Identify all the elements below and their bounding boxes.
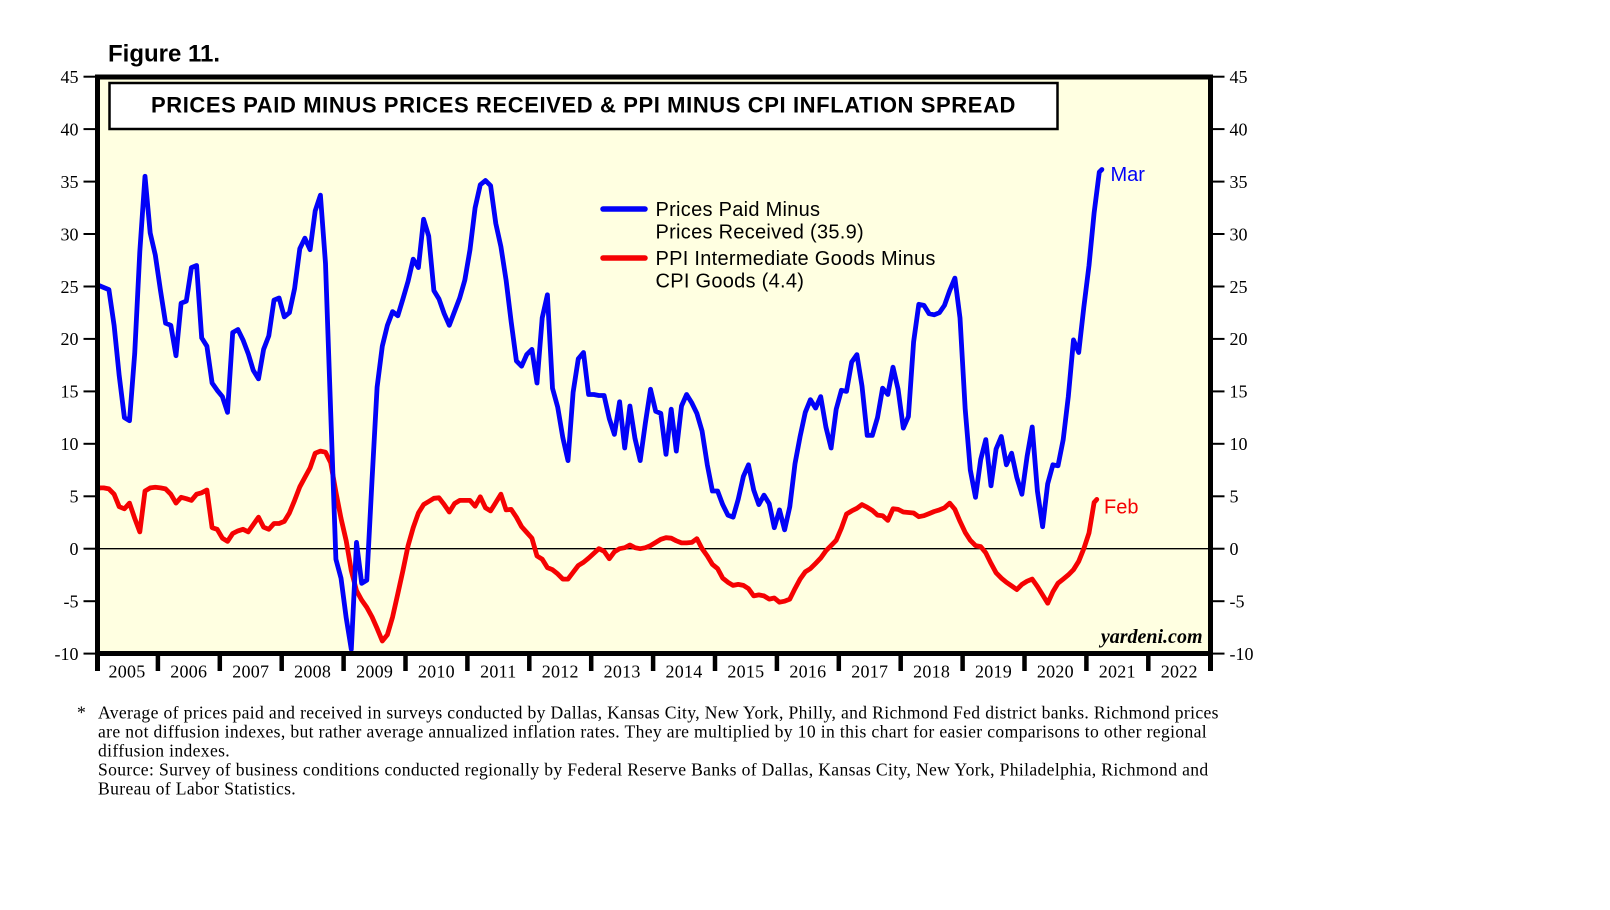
svg-text:0: 0	[1230, 539, 1239, 559]
svg-text:2015: 2015	[727, 662, 764, 682]
svg-text:PRICES PAID MINUS PRICES RECEI: PRICES PAID MINUS PRICES RECEIVED & PPI …	[151, 92, 1016, 117]
svg-text:30: 30	[61, 224, 79, 244]
svg-text:2014: 2014	[666, 662, 703, 682]
svg-text:5: 5	[1230, 487, 1239, 507]
svg-text:45: 45	[61, 67, 79, 87]
svg-text:2011: 2011	[480, 662, 516, 682]
svg-text:15: 15	[1230, 382, 1248, 402]
svg-text:25: 25	[61, 277, 79, 297]
svg-text:40: 40	[61, 119, 79, 139]
svg-text:Prices Received (35.9): Prices Received (35.9)	[656, 222, 864, 244]
svg-text:45: 45	[1230, 67, 1248, 87]
svg-text:15: 15	[61, 382, 79, 402]
svg-text:-5: -5	[64, 592, 79, 612]
svg-text:2018: 2018	[913, 662, 950, 682]
svg-text:Source: Survey of business con: Source: Survey of business conditions co…	[98, 760, 1209, 780]
svg-text:2010: 2010	[418, 662, 455, 682]
svg-text:-10: -10	[55, 644, 79, 664]
svg-text:35: 35	[61, 172, 79, 192]
svg-text:2022: 2022	[1161, 662, 1198, 682]
svg-text:0: 0	[70, 539, 79, 559]
svg-text:Mar: Mar	[1111, 164, 1146, 186]
svg-text:-10: -10	[1230, 644, 1254, 664]
svg-text:are not diffusion indexes, but: are not diffusion indexes, but rather av…	[98, 721, 1207, 741]
svg-text:30: 30	[1230, 224, 1248, 244]
svg-text:2021: 2021	[1099, 662, 1136, 682]
svg-text:Bureau of Labor Statistics.: Bureau of Labor Statistics.	[98, 779, 296, 799]
svg-text:2012: 2012	[542, 662, 579, 682]
svg-text:2019: 2019	[975, 662, 1012, 682]
svg-text:10: 10	[1230, 434, 1248, 454]
svg-text:Figure 11.: Figure 11.	[108, 41, 220, 68]
svg-text:40: 40	[1230, 119, 1248, 139]
svg-text:10: 10	[61, 434, 79, 454]
svg-text:2005: 2005	[109, 662, 146, 682]
svg-text:35: 35	[1230, 172, 1248, 192]
svg-text:Feb: Feb	[1104, 497, 1138, 519]
svg-text:2006: 2006	[170, 662, 207, 682]
svg-text:diffusion indexes.: diffusion indexes.	[98, 741, 230, 761]
svg-text:2009: 2009	[356, 662, 393, 682]
svg-text:2016: 2016	[789, 662, 826, 682]
svg-text:2007: 2007	[232, 662, 269, 682]
svg-text:-5: -5	[1230, 592, 1245, 612]
svg-text:2013: 2013	[604, 662, 641, 682]
svg-text:2017: 2017	[851, 662, 888, 682]
svg-text:5: 5	[70, 487, 79, 507]
svg-text:yardeni.com: yardeni.com	[1099, 626, 1203, 648]
svg-text:Prices Paid Minus: Prices Paid Minus	[656, 199, 821, 221]
svg-text:CPI Goods (4.4): CPI Goods (4.4)	[656, 271, 805, 293]
svg-text:2020: 2020	[1037, 662, 1074, 682]
svg-text:PPI Intermediate Goods Minus: PPI Intermediate Goods Minus	[656, 248, 936, 270]
svg-text:2008: 2008	[294, 662, 331, 682]
svg-text:20: 20	[1230, 329, 1248, 349]
svg-text:*: *	[77, 702, 86, 722]
svg-text:25: 25	[1230, 277, 1248, 297]
svg-text:20: 20	[61, 329, 79, 349]
svg-text:Average of prices paid and rec: Average of prices paid and received in s…	[98, 702, 1219, 722]
